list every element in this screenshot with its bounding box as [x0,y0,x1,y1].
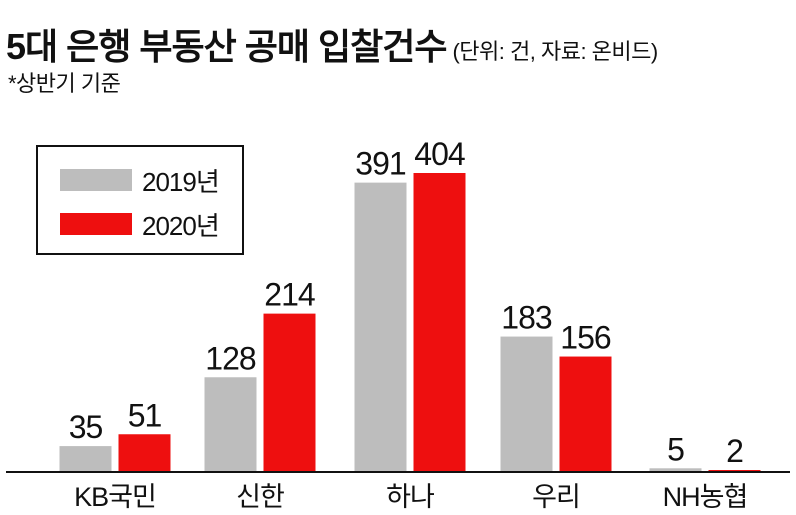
category-label-0: KB국민 [74,482,156,512]
category-label-3: 우리 [532,482,580,512]
bar-2020-1 [263,313,316,472]
data-label-2020-0: 51 [128,397,162,433]
legend-label-2020: 2020년 [142,210,220,241]
legend-swatch-2020 [60,213,132,235]
bar-2019-1 [204,377,257,472]
bar-2020-2 [413,173,466,472]
legend: 2019년 2020년 [36,145,244,255]
data-label-2019-1: 128 [205,340,256,376]
data-label-2019-2: 391 [355,146,406,182]
chart-title: 5대 은행 부동산 공매 입찰건수 [6,26,447,67]
bar-2019-4 [649,468,702,472]
title-row: 5대 은행 부동산 공매 입찰건수 (단위: 건, 자료: 온비드) [6,18,658,70]
bar-2019-2 [354,182,407,473]
data-label-2019-3: 183 [501,300,552,336]
category-label-1: 신한 [236,482,284,512]
data-label-2019-0: 35 [69,409,103,445]
legend-item-2019: 2019년 [60,165,220,197]
data-label-2020-3: 156 [560,320,611,356]
bar-2019-3 [500,336,553,472]
legend-label-2019: 2019년 [142,166,220,197]
chart-subtitle: (단위: 건, 자료: 온비드) [452,39,658,64]
data-label-2019-4: 5 [667,431,684,467]
legend-swatch-2019 [60,169,132,191]
bar-2019-0 [59,446,112,472]
data-label-2020-1: 214 [264,277,315,313]
data-label-2020-2: 404 [414,136,465,172]
bar-2020-0 [118,434,171,472]
chart-note: *상반기 기준 [8,71,121,96]
category-label-4: NH농협 [663,482,748,512]
bar-2020-3 [559,356,612,472]
data-label-2020-4: 2 [726,433,743,469]
category-label-2: 하나 [386,482,434,512]
legend-item-2020: 2020년 [60,209,220,241]
